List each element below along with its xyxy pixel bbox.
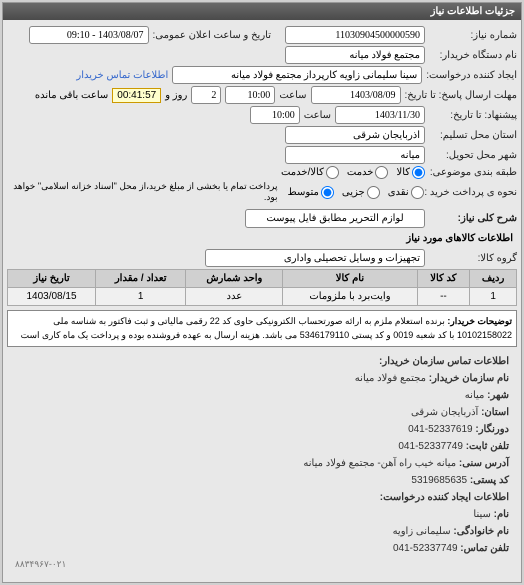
th-unit: واحد شمارش — [186, 270, 283, 288]
credit-time-input[interactable] — [250, 106, 300, 124]
goods-group-label: گروه کالا: — [429, 253, 517, 264]
reply-time-label: ساعت — [279, 90, 306, 101]
reply-remain-label: ساعت باقی مانده — [35, 90, 108, 101]
subject-cat-label: طبقه بندی موضوعی: — [429, 167, 517, 178]
contact-fax-label: دورنگار: — [475, 424, 509, 435]
buyer-city-input[interactable] — [285, 146, 425, 164]
creator-phone: 52337749-041 — [393, 543, 458, 554]
contact-province-label: استان: — [481, 407, 509, 418]
credit-date-input[interactable] — [335, 106, 425, 124]
creator-phone-label: تلفن تماس: — [460, 543, 509, 554]
goods-info-title: اطلاعات کالاهای مورد نیاز — [7, 230, 517, 247]
cell-name: وایت‌برد با ملزومات — [283, 288, 417, 306]
buyer-org-label: نام دستگاه خریدار: — [429, 50, 517, 61]
contact-link[interactable]: اطلاعات تماس خریدار — [76, 70, 168, 81]
creator-info-label: اطلاعات ایجاد کننده درخواست: — [380, 492, 509, 503]
mid-radio-label: متوسط — [287, 187, 318, 198]
cell-row: 1 — [470, 288, 517, 306]
contact-address: میانه خیب راه آهن- مجتمع فولاد میانه — [303, 458, 456, 469]
contact-name-label: نام: — [494, 509, 509, 520]
reply-days-input[interactable] — [191, 86, 221, 104]
buyer-city-label: شهر محل تحویل: — [429, 150, 517, 161]
credit-time-label: ساعت — [304, 110, 331, 121]
service-radio[interactable] — [375, 166, 388, 179]
th-code: کد کالا — [417, 270, 470, 288]
cell-date: 1403/08/15 — [8, 288, 96, 306]
request-no-label: شماره نیاز: — [429, 30, 517, 41]
buyer-note: توضیحات خریدار: برنده استعلام ملزم به ار… — [7, 310, 517, 347]
announce-date-label: تاریخ و ساعت اعلان عمومی: — [153, 30, 272, 41]
reply-date-input[interactable] — [311, 86, 401, 104]
part-radio[interactable] — [367, 186, 380, 199]
cell-unit: عدد — [186, 288, 283, 306]
footer-phone: ۸۸۳۴۹۶۷-۰۲۱ — [15, 557, 509, 572]
credit-deadline-label: پیشنهاد: تا تاریخ: — [429, 110, 517, 121]
goods-table: ردیف کد کالا نام کالا واحد شمارش تعداد /… — [7, 269, 517, 306]
goods-group-input[interactable] — [205, 249, 425, 267]
goods-service-radio[interactable] — [326, 166, 339, 179]
creator-input[interactable] — [172, 66, 422, 84]
cash-radio-label: نقدی — [388, 187, 409, 198]
cell-qty: 1 — [96, 288, 186, 306]
creator-label: ایجاد کننده درخواست: — [426, 70, 517, 81]
cell-code: -- — [417, 288, 470, 306]
table-row: 1 -- وایت‌برد با ملزومات عدد 1 1403/08/1… — [8, 288, 517, 306]
payment-note: پرداخت تمام یا بخشی از مبلغ خرید،از محل … — [7, 181, 277, 203]
contact-family: سلیمانی زاویه — [393, 526, 451, 537]
cash-radio[interactable] — [411, 186, 424, 199]
main-panel-header: جزئیات اطلاعات نیاز — [3, 3, 521, 20]
note-text: برنده استعلام ملزم به ارائه صورتحساب الک… — [21, 316, 512, 340]
reply-deadline-label: مهلت ارسال پاسخ: تا تاریخ: — [405, 90, 517, 101]
contact-postal: 5319685635 — [411, 475, 467, 486]
goods-radio-label: کالا — [396, 167, 410, 178]
goods-service-radio-label: کالا/خدمت — [281, 167, 324, 178]
payment-label: نحوه ی پرداخت خرید : — [428, 187, 517, 198]
contact-title: اطلاعات تماس سازمان خریدار: — [379, 356, 509, 367]
reply-time-input[interactable] — [225, 86, 275, 104]
contact-family-label: نام خانوادگی: — [453, 526, 509, 537]
th-qty: تعداد / مقدار — [96, 270, 186, 288]
contact-phone-label: تلفن ثابت: — [466, 441, 509, 452]
th-name: نام کالا — [283, 270, 417, 288]
goods-radio[interactable] — [412, 166, 425, 179]
contact-org-label: نام سازمان خریدار: — [429, 373, 509, 384]
th-row: ردیف — [470, 270, 517, 288]
contact-address-label: آدرس سنی: — [459, 458, 509, 469]
mid-radio[interactable] — [321, 186, 334, 199]
contact-phone: 52337749-041 — [398, 441, 463, 452]
buyer-org-input[interactable] — [285, 46, 425, 64]
contact-name: سینا — [473, 509, 490, 520]
contact-province: آذربایجان شرقی — [411, 407, 478, 418]
request-no-input[interactable] — [285, 26, 425, 44]
reply-days-label: روز و — [165, 90, 187, 101]
contact-postal-label: کد پستی: — [470, 475, 509, 486]
note-label: توضیحات خریدار: — [447, 316, 512, 326]
desc-box: لوازم التحریر مطابق فایل پیوست — [245, 209, 425, 228]
desc-label: شرح کلی نیاز: — [429, 213, 517, 224]
part-radio-label: جزیی — [342, 187, 365, 198]
contact-city: میانه — [465, 390, 485, 401]
contact-org: مجتمع فولاد میانه — [355, 373, 426, 384]
reply-remain: 00:41:57 — [112, 88, 161, 103]
buyer-province-input[interactable] — [285, 126, 425, 144]
service-radio-label: خدمت — [347, 167, 374, 178]
buyer-province-label: استان محل تسلیم: — [429, 130, 517, 141]
contact-city-label: شهر: — [487, 390, 509, 401]
contact-fax: 52337619-041 — [408, 424, 473, 435]
announce-date-input[interactable] — [29, 26, 149, 44]
th-date: تاریخ نیاز — [8, 270, 96, 288]
